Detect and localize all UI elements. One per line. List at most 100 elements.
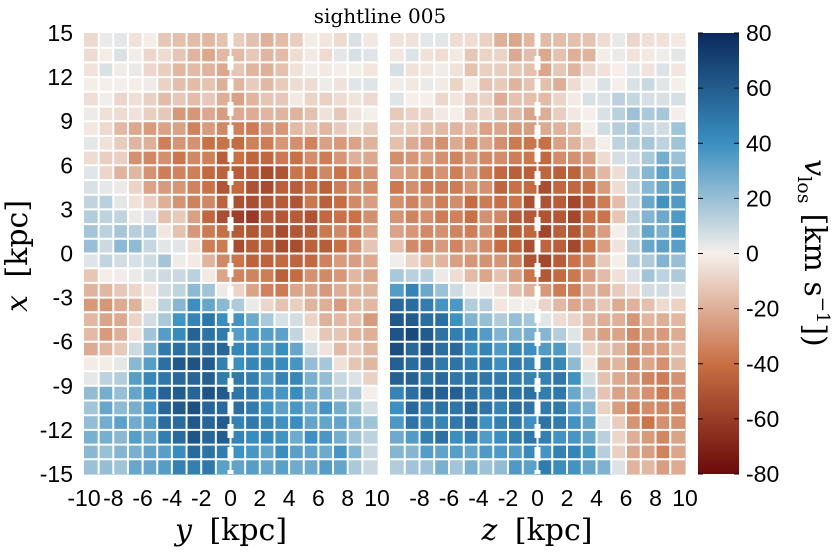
heatmap-cell	[289, 400, 305, 416]
heatmap-cell	[463, 341, 480, 357]
heatmap-cell	[333, 253, 349, 269]
heatmap-cell	[640, 33, 657, 49]
heatmap-cell	[289, 150, 305, 166]
heatmap-cell	[537, 459, 553, 475]
heatmap-cell	[230, 180, 246, 196]
heatmap-cell	[567, 459, 583, 475]
heatmap-cell	[171, 135, 188, 152]
heatmap-cell	[493, 224, 509, 240]
heatmap-cell	[127, 62, 144, 78]
heatmap-cell	[390, 135, 406, 152]
heatmap-cell	[552, 282, 568, 299]
heatmap-cell	[390, 415, 406, 431]
heatmap-cell	[127, 47, 144, 63]
heatmap-cell	[478, 268, 494, 284]
heatmap-cell	[230, 135, 246, 152]
heatmap-cell	[567, 62, 583, 78]
heatmap-cell	[362, 150, 378, 166]
heatmap-cell	[478, 429, 494, 446]
heatmap-cell	[390, 400, 406, 416]
heatmap-cell	[98, 282, 114, 299]
heatmap-cell	[333, 209, 349, 225]
heatmap-cell	[552, 327, 568, 343]
heatmap-cell	[419, 209, 435, 225]
heatmap-cell	[508, 91, 524, 108]
heatmap-cell	[362, 77, 378, 93]
heatmap-cell	[142, 341, 158, 357]
heatmap-cell	[434, 180, 450, 196]
heatmap-cell	[478, 77, 494, 93]
heatmap-cell	[478, 135, 494, 152]
heatmap-cell	[567, 327, 583, 343]
heatmap-cell	[362, 47, 378, 63]
heatmap-cell	[171, 429, 188, 446]
heatmap-cell	[522, 238, 539, 255]
heatmap-cell	[259, 209, 276, 225]
heatmap-cell	[552, 268, 568, 284]
heatmap-cell	[215, 62, 232, 78]
heatmap-cell	[259, 312, 276, 328]
heatmap-cell	[215, 312, 232, 328]
heatmap-cell	[201, 444, 217, 460]
heatmap-cell	[522, 150, 539, 166]
heatmap-cell	[581, 385, 598, 402]
heatmap-cell	[98, 62, 114, 78]
heatmap-cell	[127, 106, 144, 122]
heatmap-cell	[347, 356, 363, 372]
heatmap-cell	[508, 341, 524, 357]
heatmap-cell	[611, 341, 627, 357]
heatmap-cell	[157, 180, 173, 196]
heatmap-cell	[581, 224, 598, 240]
heatmap-cell	[419, 77, 435, 93]
heatmap-cell	[113, 47, 129, 63]
heatmap-cell	[157, 371, 173, 387]
heatmap-cell	[478, 209, 494, 225]
heatmap-cell	[640, 238, 657, 255]
heatmap-cell	[186, 356, 202, 372]
heatmap-cell	[362, 106, 378, 122]
heatmap-cell	[230, 77, 246, 93]
heatmap-cell	[640, 429, 657, 446]
heatmap-cell	[552, 444, 568, 460]
heatmap-cell	[596, 224, 612, 240]
heatmap-cell	[127, 253, 144, 269]
heatmap-cell	[463, 180, 480, 196]
heatmap-cell	[655, 150, 671, 166]
heatmap-cell	[215, 121, 232, 137]
heatmap-cell	[434, 91, 450, 108]
heatmap-cell	[463, 400, 480, 416]
heatmap-cell	[84, 268, 100, 284]
x-tick-labels-y: -10 -8 -6 -4 -2 0 2 4 6 8 10	[67, 485, 389, 511]
heatmap-cell	[404, 47, 421, 63]
heatmap-cell	[98, 429, 114, 446]
heatmap-cell	[522, 253, 539, 269]
heatmap-cell	[434, 282, 450, 299]
heatmap-cell	[362, 238, 378, 255]
heatmap-cell	[113, 459, 129, 475]
heatmap-cell	[127, 121, 144, 137]
heatmap-cell	[113, 253, 129, 269]
heatmap-cell	[215, 268, 232, 284]
heatmap-cell	[596, 121, 612, 137]
heatmap-cell	[655, 415, 671, 431]
heatmap-cell	[552, 135, 568, 152]
heatmap-cell	[362, 209, 378, 225]
heatmap-cell	[508, 77, 524, 93]
heatmap-cell	[245, 91, 261, 108]
heatmap-cell	[611, 194, 627, 210]
heatmap-cell	[318, 385, 334, 402]
heatmap-cell	[245, 33, 261, 49]
heatmap-cell	[478, 297, 494, 313]
heatmap-cell	[640, 459, 657, 475]
heatmap-cell	[493, 371, 509, 387]
heatmap-cell	[449, 121, 465, 137]
heatmap-cell	[537, 356, 553, 372]
heatmap-cell	[215, 444, 232, 460]
heatmap-cell	[611, 371, 627, 387]
heatmap-cell	[362, 135, 378, 152]
heatmap-cell	[84, 400, 100, 416]
heatmap-cell	[98, 238, 114, 255]
x-tick-label: -2	[498, 485, 518, 511]
x-axis-label-y-unit: [kpc]	[209, 513, 287, 548]
heatmap-cell	[84, 253, 100, 269]
